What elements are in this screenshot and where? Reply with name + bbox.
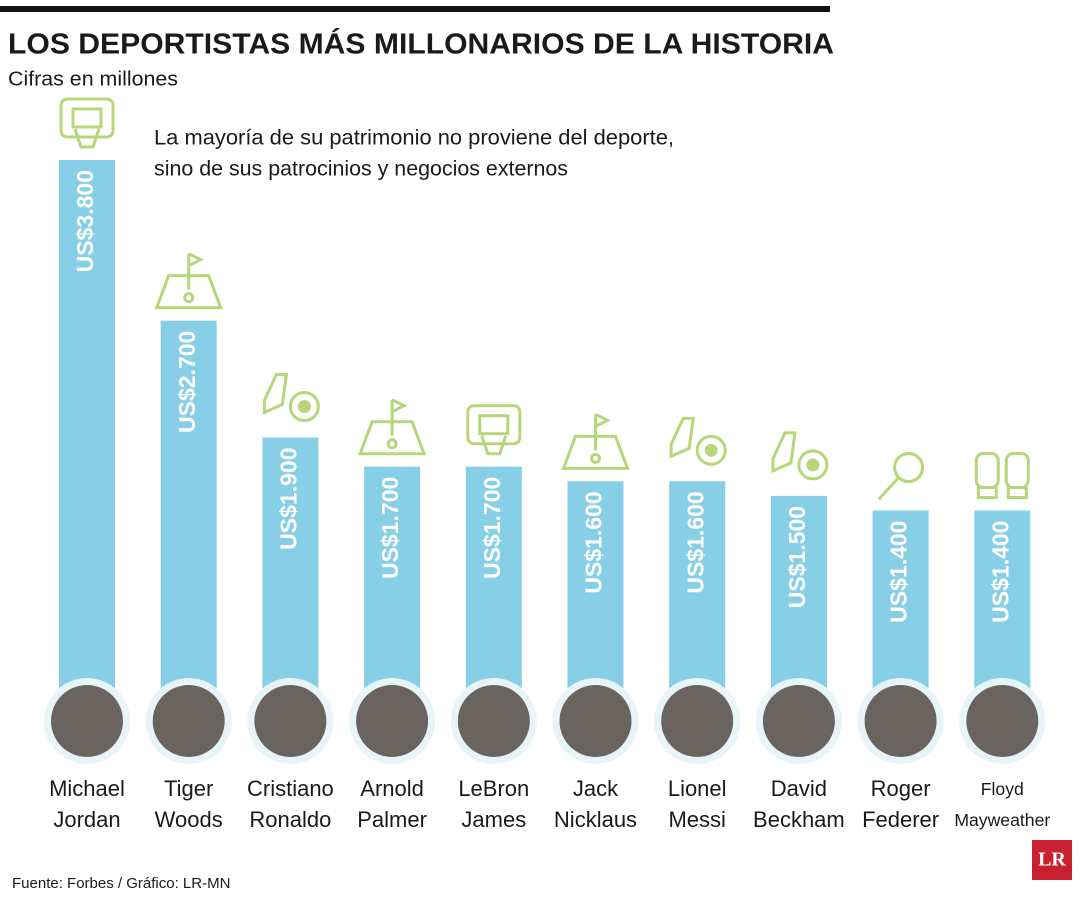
icon-part xyxy=(357,420,427,456)
sport-icon xyxy=(877,452,925,501)
icon-part xyxy=(71,107,103,129)
icon-part xyxy=(391,398,408,414)
icon-part xyxy=(297,400,311,413)
bar xyxy=(669,481,726,715)
value-label: US$1.600 xyxy=(682,491,708,593)
icon-part xyxy=(877,476,900,501)
sport-icon xyxy=(771,431,829,481)
bar xyxy=(364,466,421,715)
bar xyxy=(262,437,319,715)
top-rule xyxy=(0,6,830,12)
photo xyxy=(762,685,835,757)
category-label: Jack Nicklaus xyxy=(554,776,637,832)
icon-part xyxy=(976,486,998,500)
icon-part xyxy=(893,452,925,484)
photo xyxy=(966,685,1039,757)
icon-part xyxy=(1004,452,1030,490)
logo: LR xyxy=(1038,849,1066,871)
category-label: LeBron James xyxy=(458,776,529,832)
icon-part xyxy=(480,435,508,456)
sport-icon xyxy=(154,252,223,310)
value-label: US$1.500 xyxy=(784,506,810,608)
logo-box xyxy=(1032,840,1072,880)
icon-part xyxy=(771,431,797,474)
icon-part xyxy=(594,412,611,428)
icon-part xyxy=(183,292,195,304)
chart-title: LOS DEPORTISTAS MÁS MILLONARIOS DE LA HI… xyxy=(8,27,834,61)
photo xyxy=(457,685,530,757)
icon-part xyxy=(974,452,1000,490)
photo xyxy=(254,685,327,757)
value-label: US$1.600 xyxy=(581,491,607,593)
annotation: La mayoría de su patrimonio no proviene … xyxy=(154,127,674,150)
photo xyxy=(559,685,632,757)
category-label: Roger Federer xyxy=(862,776,939,832)
icon-part xyxy=(154,274,223,310)
sport-icon xyxy=(59,97,115,149)
category-label: Lionel Messi xyxy=(668,776,727,832)
category-label: David Beckham xyxy=(753,776,845,832)
bar xyxy=(567,481,624,715)
value-label: US$1.400 xyxy=(886,521,912,623)
value-label: US$2.700 xyxy=(174,331,200,433)
category-label: Michael Jordan xyxy=(49,776,125,832)
icon-part xyxy=(288,391,320,422)
bar xyxy=(465,466,522,715)
icon-part xyxy=(386,438,398,450)
sport-icon xyxy=(974,452,1030,500)
category-label: Floyd Mayweather xyxy=(954,779,1050,830)
photo xyxy=(51,685,123,757)
value-label: US$3.800 xyxy=(72,170,98,272)
icon-part xyxy=(669,416,695,459)
icon-part xyxy=(188,252,205,267)
value-label: US$1.900 xyxy=(275,448,301,550)
icon-part xyxy=(695,434,727,466)
sport-icon xyxy=(669,416,727,466)
sport-icon xyxy=(466,404,522,456)
icon-part xyxy=(561,434,630,470)
value-label: US$1.400 xyxy=(987,521,1013,623)
photo xyxy=(864,685,937,757)
category-label: Tiger Woods xyxy=(155,776,223,832)
bar xyxy=(160,320,217,715)
photo xyxy=(661,685,734,757)
source: Fuente: Forbes / Gráfico: LR-MN xyxy=(12,875,230,892)
icon-part xyxy=(797,449,829,481)
subtitle: Cifras en millones xyxy=(8,68,178,90)
icon-part xyxy=(466,404,522,446)
icon-part xyxy=(806,458,820,472)
sport-icon xyxy=(357,398,427,456)
icon-part xyxy=(1006,486,1028,500)
icon-part xyxy=(262,373,289,415)
sport-icon xyxy=(262,373,320,422)
value-label: US$1.700 xyxy=(479,477,505,579)
category-label: Cristiano Ronaldo xyxy=(247,776,334,832)
icon-part xyxy=(478,414,510,436)
category-label: Arnold Palmer xyxy=(357,776,427,832)
annotation: sino de sus patrocinios y negocios exter… xyxy=(154,158,568,181)
value-label: US$1.700 xyxy=(377,477,403,579)
photo xyxy=(356,685,429,757)
icon-part xyxy=(73,128,101,149)
icon-part xyxy=(704,443,718,457)
icon-part xyxy=(59,97,115,139)
sport-icon xyxy=(561,412,630,470)
photo xyxy=(152,685,225,757)
icon-part xyxy=(590,452,601,464)
bar xyxy=(59,160,115,715)
